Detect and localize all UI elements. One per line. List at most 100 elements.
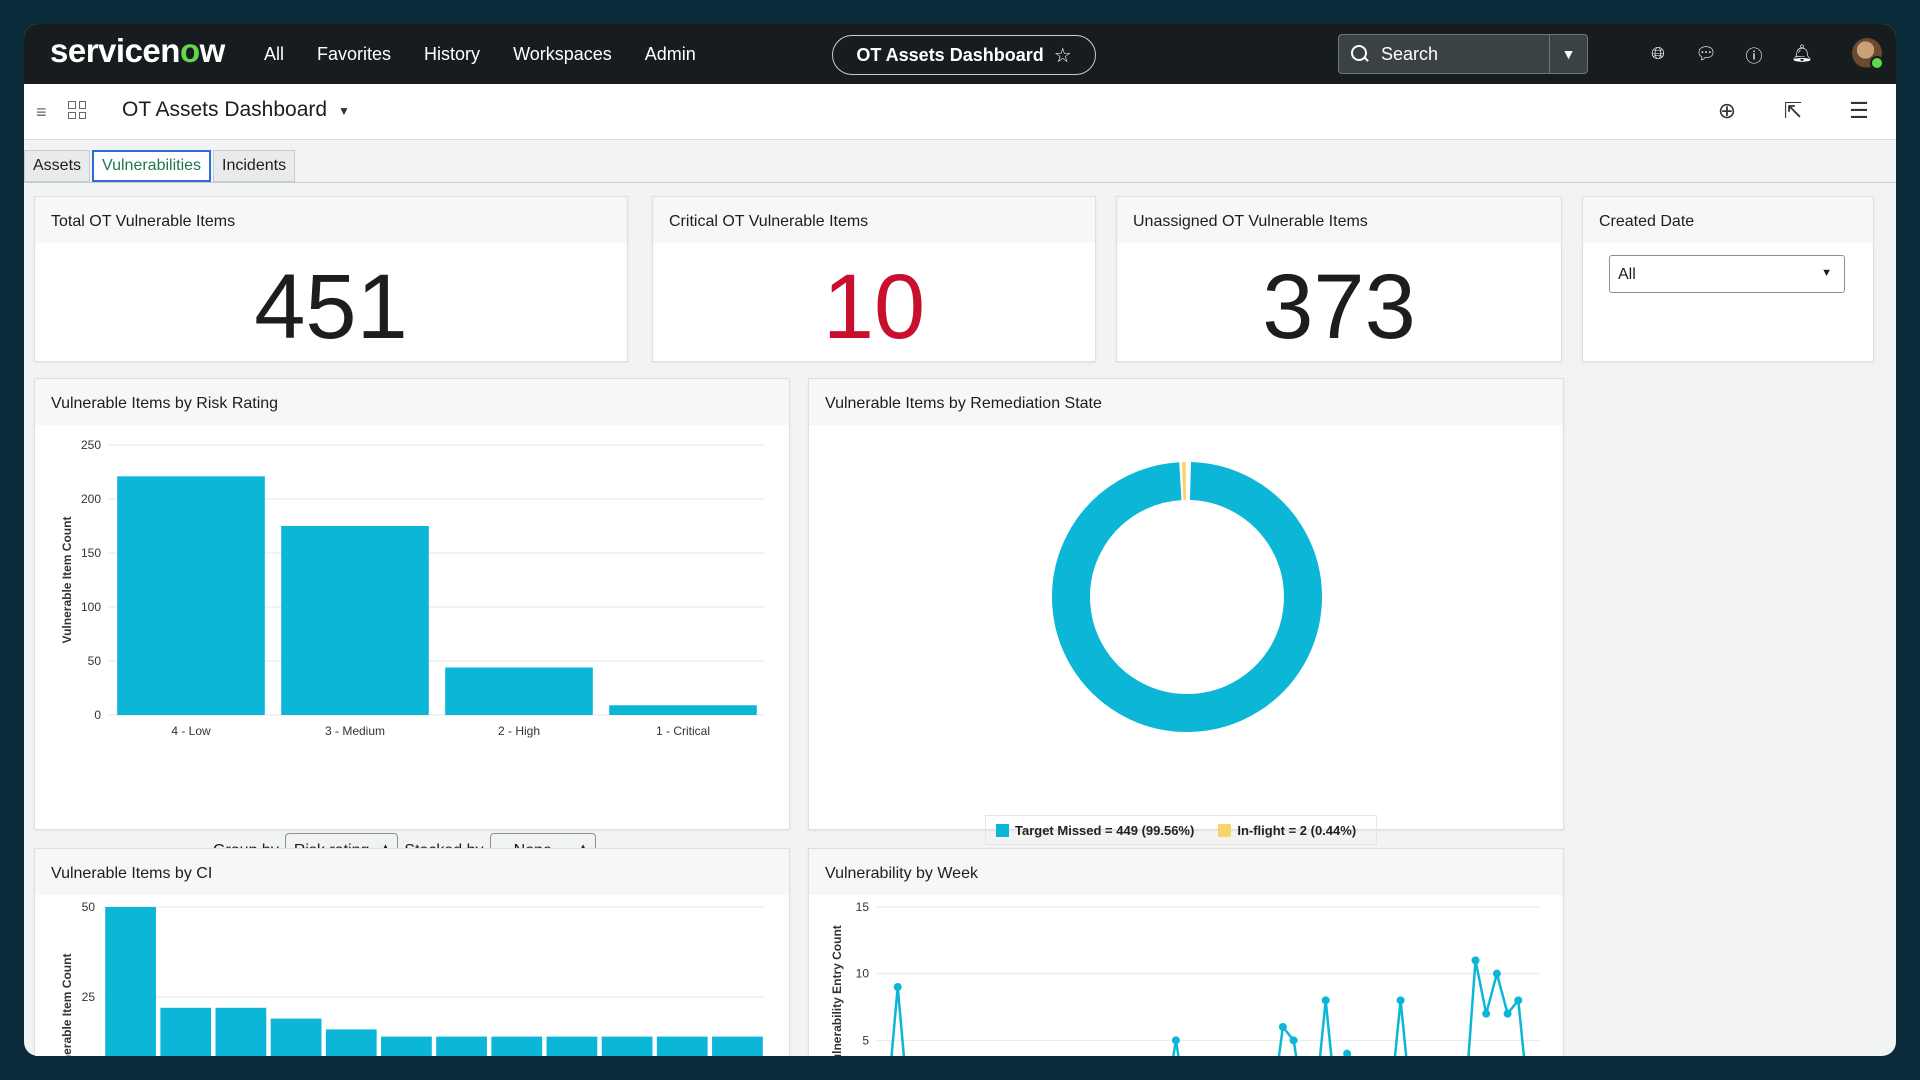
- favorite-star-icon[interactable]: ☆: [1053, 44, 1072, 67]
- bar: [325, 1029, 377, 1056]
- bar: [712, 1036, 763, 1056]
- nav-links: All Favorites History Workspaces Admin: [264, 24, 729, 84]
- menu-icon[interactable]: ≡: [36, 102, 47, 122]
- card-title: Unassigned OT Vulnerable Items: [1117, 197, 1561, 243]
- legend-item-target-missed[interactable]: Target Missed = 449 (99.56%): [996, 823, 1194, 838]
- card-total-vulnerable[interactable]: Total OT Vulnerable Items 451: [34, 196, 628, 362]
- nav-admin[interactable]: Admin: [644, 43, 696, 64]
- tab-vulnerabilities[interactable]: Vulnerabilities: [92, 150, 212, 182]
- vulnerability-by-week-chart: 5 10 15 Vulnerability Entry Count: [830, 900, 1539, 1056]
- tab-assets[interactable]: Assets: [24, 150, 91, 182]
- data-point: [1278, 1023, 1287, 1031]
- panel-body: 5 10 15 Vulnerability Entry Count: [809, 895, 1563, 1056]
- data-point: [1514, 996, 1523, 1005]
- bar: [117, 476, 265, 715]
- bar: [656, 1036, 708, 1056]
- data-point: [1482, 1009, 1491, 1018]
- data-point: [1503, 1009, 1512, 1018]
- panel-items-by-ci: Vulnerable Items by CI 25 50 Vulnerable It…: [34, 848, 790, 1056]
- card-value: 10: [822, 256, 926, 358]
- card-critical-vulnerable[interactable]: Critical OT Vulnerable Items 10: [652, 196, 1096, 362]
- y-tick-label: 10: [856, 967, 870, 981]
- filter-settings-icon[interactable]: ☰: [1849, 98, 1869, 123]
- user-avatar[interactable]: [1852, 38, 1884, 70]
- x-tick-label: 3 - Medium: [325, 724, 385, 738]
- tab-incidents[interactable]: Incidents: [213, 150, 296, 182]
- y-tick-label: 200: [81, 492, 101, 506]
- y-tick-label: 25: [82, 990, 96, 1004]
- legend-item-in-flight[interactable]: In-flight = 2 (0.44%): [1218, 823, 1356, 838]
- y-tick-label: 50: [88, 654, 102, 668]
- card-created-date-filter: Created Date All: [1582, 196, 1874, 362]
- search-icon: [1351, 45, 1369, 63]
- help-icon[interactable]: ⓘ: [1745, 46, 1763, 66]
- bar: [270, 1018, 322, 1056]
- bar: [105, 907, 156, 1056]
- bar: [609, 705, 757, 715]
- bar: [601, 1036, 653, 1056]
- dashboard-title[interactable]: OT Assets Dashboard: [122, 98, 328, 121]
- bar: [436, 1036, 487, 1056]
- bar: [445, 667, 593, 715]
- donut-slice: [1052, 462, 1322, 732]
- chevron-down-icon[interactable]: ▼: [338, 104, 350, 118]
- donut-legend: Target Missed = 449 (99.56%) In-flight =…: [985, 815, 1377, 845]
- add-icon[interactable]: ⊕: [1717, 98, 1737, 123]
- panel-title: Vulnerable Items by Remediation State: [809, 379, 1563, 425]
- app-window: servicenow All Favorites History Workspa…: [24, 24, 1896, 1056]
- series-line: [890, 960, 1526, 1056]
- nav-history[interactable]: History: [424, 43, 481, 64]
- x-tick-label: 2 - High: [498, 724, 540, 738]
- data-point: [1171, 1036, 1180, 1045]
- card-unassigned-vulnerable[interactable]: Unassigned OT Vulnerable Items 373: [1116, 196, 1562, 362]
- data-point: [1321, 996, 1330, 1005]
- y-axis-label: Vulnerable Item Count: [60, 517, 74, 644]
- y-axis-label: Vulnerability Entry Count: [830, 925, 844, 1056]
- card-title: Created Date: [1583, 197, 1873, 243]
- items-by-ci-chart: 25 50 Vulnerable Item Count: [60, 900, 765, 1056]
- card-title: Total OT Vulnerable Items: [35, 197, 627, 243]
- globe-icon[interactable]: 🌐︎: [1651, 44, 1665, 63]
- data-point: [893, 983, 902, 991]
- panel-risk-rating: Vulnerable Items by Risk Rating 0 50 100 15…: [34, 378, 790, 869]
- bar: [160, 1007, 212, 1056]
- risk-rating-chart: 0 50 100 150 200 250 Vulnerable Item Count 4 - …: [60, 438, 765, 738]
- search-input[interactable]: Search: [1381, 43, 1439, 64]
- nav-workspaces[interactable]: Workspaces: [513, 43, 612, 64]
- data-point: [1471, 956, 1480, 965]
- bar: [281, 526, 429, 715]
- panel-remediation-state: Vulnerable Items by Remediation State Ta…: [808, 378, 1564, 845]
- remediation-donut-chart: [1052, 462, 1322, 732]
- dashboard-tabs: Assets Vulnerabilities Incidents: [24, 150, 297, 182]
- servicenow-logo[interactable]: servicenow: [50, 32, 225, 69]
- chat-icon[interactable]: 💬︎: [1695, 44, 1717, 63]
- panel-body: 0 50 100 150 200 250 Vulnerable Item Count 4 - …: [35, 425, 789, 869]
- x-tick-label: 4 - Low: [171, 724, 211, 738]
- y-tick-label: 5: [862, 1033, 869, 1047]
- nav-favorites[interactable]: Favorites: [317, 43, 392, 64]
- panel-vulnerability-by-week: Vulnerability by Week 5 10 15 Vulnerability…: [808, 848, 1564, 1056]
- card-value: 373: [1262, 256, 1416, 358]
- y-tick-label: 100: [81, 600, 101, 614]
- top-navigation-bar: servicenow All Favorites History Workspa…: [24, 24, 1896, 84]
- dashboards-grid-icon[interactable]: [68, 101, 86, 119]
- dashboard-header: ≡ OT Assets Dashboard ▼ ⊕ ⇱ ☰: [24, 84, 1896, 140]
- y-tick-label: 15: [856, 900, 870, 914]
- data-point: [1492, 969, 1501, 978]
- tab-divider: [24, 182, 1896, 183]
- nav-all[interactable]: All: [264, 43, 285, 64]
- bell-icon[interactable]: 🔔︎: [1791, 44, 1813, 63]
- panel-body: Target Missed = 449 (99.56%) In-flight =…: [809, 425, 1563, 845]
- panel-title: Vulnerable Items by CI: [35, 849, 789, 895]
- data-point: [1289, 1036, 1298, 1045]
- data-point: [1396, 996, 1405, 1005]
- search-scope-dropdown[interactable]: ▼: [1549, 35, 1587, 73]
- share-icon[interactable]: ⇱: [1783, 98, 1803, 123]
- bar: [215, 1007, 267, 1056]
- context-title-pill[interactable]: OT Assets Dashboard ☆: [832, 35, 1096, 75]
- dashboard-actions: ⊕ ⇱ ☰: [1714, 98, 1872, 124]
- card-title: Critical OT Vulnerable Items: [653, 197, 1095, 243]
- created-date-select[interactable]: All: [1609, 255, 1845, 293]
- panel-title: Vulnerable Items by Risk Rating: [35, 379, 789, 425]
- global-search[interactable]: Search ▼: [1338, 34, 1588, 74]
